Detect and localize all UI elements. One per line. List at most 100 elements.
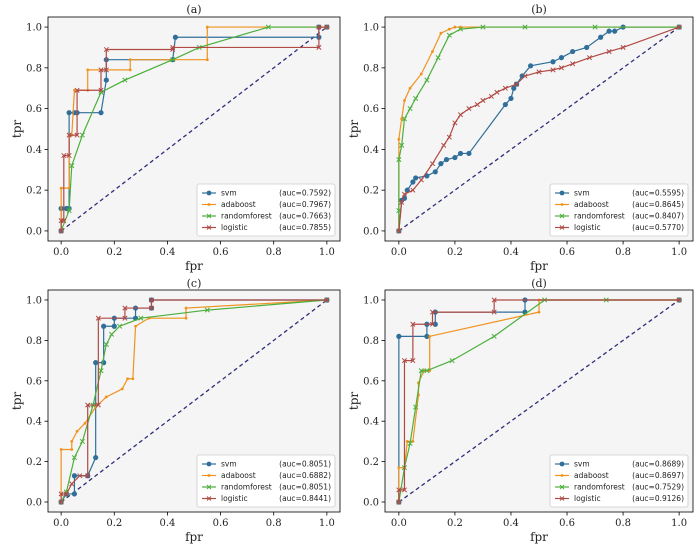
legend-marker	[559, 461, 565, 467]
data-point	[480, 97, 486, 104]
data-point	[172, 34, 178, 40]
legend-label-randomforest: randomforest	[221, 212, 272, 221]
legend-marker	[559, 484, 565, 490]
data-point	[184, 306, 188, 310]
series-logistic	[396, 24, 682, 234]
data-point	[101, 323, 107, 329]
x-axis-label: fpr	[185, 259, 203, 273]
legend: svm (auc=0.7592) adaboost (auc=0.7967) rando…	[196, 183, 336, 237]
legend-label-adaboost: adaboost	[574, 471, 609, 480]
data-point	[109, 331, 115, 337]
legend-box	[196, 454, 336, 508]
y-tick-label: 0.2	[363, 457, 379, 468]
data-point	[397, 137, 401, 141]
data-point	[508, 95, 514, 102]
data-point	[527, 63, 534, 69]
data-point	[98, 110, 104, 116]
roc-panel-c: (c) 0.0 0.2 0.4 0.6 0.8 1.0 0.0 0.2 0.4 0.6 0.8 1.0 f…	[10, 277, 341, 544]
data-point	[419, 72, 423, 76]
legend-auc-randomforest: (auc=0.7529)	[632, 483, 684, 492]
data-point	[511, 85, 517, 91]
data-point	[570, 61, 576, 67]
y-tick-label: 1.0	[26, 295, 42, 306]
legend-auc-adaboost: (auc=0.8697)	[632, 471, 684, 480]
data-point	[71, 491, 78, 497]
data-point	[612, 28, 618, 34]
data-point	[403, 99, 406, 102]
data-point	[606, 48, 612, 55]
x-axis-label: fpr	[530, 530, 548, 544]
data-point	[457, 26, 464, 32]
data-point	[396, 333, 402, 339]
data-point	[74, 132, 80, 138]
data-point	[401, 191, 408, 197]
data-point	[410, 179, 416, 185]
data-point	[170, 46, 176, 53]
data-point	[424, 368, 430, 374]
y-axis-label: tpr	[347, 120, 361, 139]
data-point	[98, 87, 104, 93]
data-point	[429, 321, 436, 327]
legend-auc-randomforest: (auc=0.8051)	[279, 483, 331, 492]
data-point	[537, 310, 541, 314]
data-point	[66, 152, 72, 159]
data-point	[502, 101, 508, 108]
data-point	[401, 116, 408, 122]
data-point	[429, 161, 436, 167]
data-point	[514, 81, 520, 87]
data-point	[61, 152, 67, 159]
data-point	[558, 65, 564, 71]
legend-marker	[206, 213, 212, 219]
legend-box	[196, 183, 336, 237]
data-point	[79, 132, 85, 138]
legend-auc-svm: (auc=0.7592)	[279, 189, 331, 198]
data-point	[418, 177, 424, 183]
data-point	[85, 473, 91, 479]
legend-auc-svm: (auc=0.5595)	[632, 189, 684, 198]
data-point	[598, 34, 604, 40]
data-point	[122, 305, 128, 311]
data-point	[148, 297, 155, 303]
data-point	[418, 368, 424, 374]
data-point	[474, 101, 480, 108]
y-tick-label: 0.0	[26, 498, 42, 509]
x-tick-label: 1.0	[319, 247, 335, 258]
data-point	[536, 69, 542, 75]
legend: svm (auc=0.5595) adaboost (auc=0.8645) rando…	[549, 183, 689, 237]
data-point	[502, 85, 508, 91]
x-tick-label: 0.4	[159, 518, 175, 529]
x-tick-label: 0.0	[391, 518, 407, 529]
data-point	[676, 297, 682, 303]
data-point	[452, 154, 458, 161]
data-point	[407, 440, 413, 446]
data-point	[494, 89, 500, 95]
data-point	[446, 134, 452, 140]
x-tick-label: 0.6	[559, 247, 575, 258]
data-point	[58, 228, 64, 234]
x-tick-label: 0.4	[503, 247, 519, 258]
y-tick-label: 0.0	[363, 226, 379, 237]
data-point	[128, 68, 132, 72]
data-point	[550, 59, 556, 65]
legend-label-logistic: logistic	[574, 223, 601, 232]
data-point	[103, 341, 109, 347]
data-point	[184, 316, 188, 320]
data-point	[71, 473, 78, 479]
data-point	[59, 448, 63, 451]
legend-marker	[206, 461, 212, 467]
data-point	[522, 24, 528, 30]
x-tick-label: 0.8	[266, 247, 282, 258]
data-point	[606, 28, 612, 34]
data-point	[396, 228, 402, 234]
data-point	[86, 68, 90, 72]
y-tick-label: 0.8	[363, 336, 379, 347]
data-point	[98, 67, 104, 73]
data-point	[586, 55, 593, 61]
data-point	[488, 93, 494, 99]
y-tick-label: 0.0	[26, 226, 42, 237]
y-tick-label: 0.6	[26, 104, 42, 115]
data-point	[316, 24, 322, 30]
chance-diagonal-line	[398, 299, 680, 503]
data-point	[491, 333, 497, 339]
data-point	[148, 305, 155, 311]
